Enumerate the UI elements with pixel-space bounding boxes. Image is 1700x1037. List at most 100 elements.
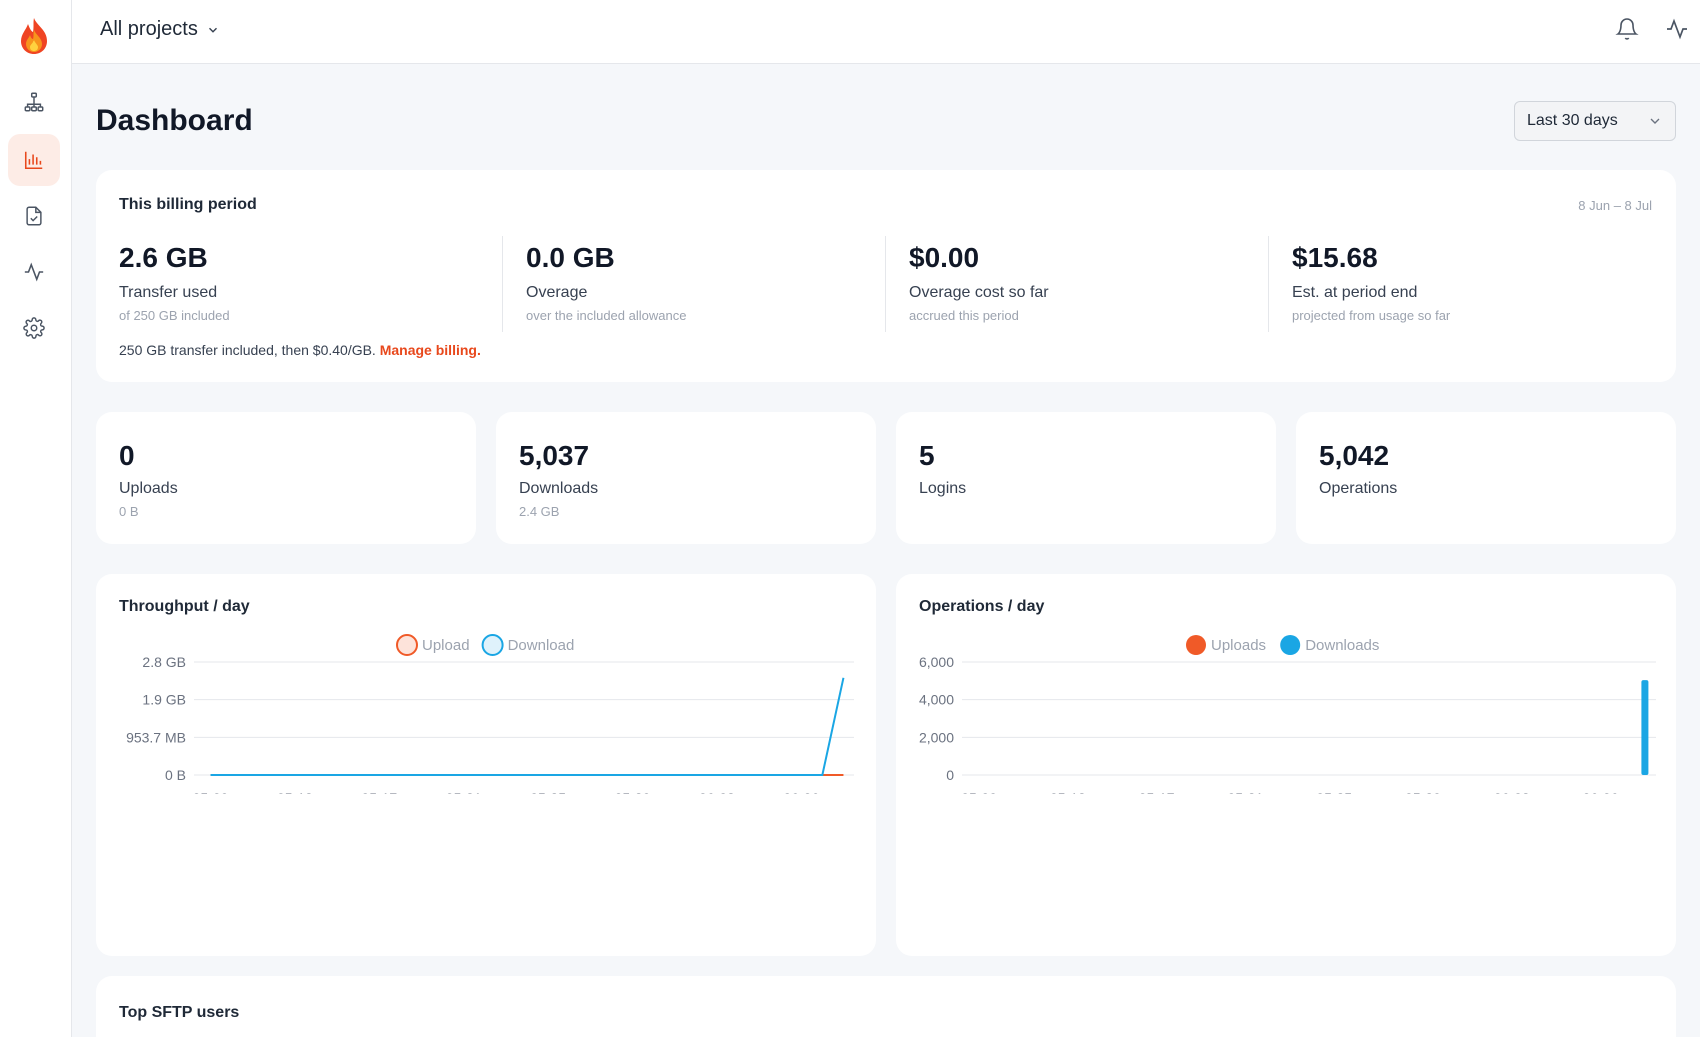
chart-title: Throughput / day [119,598,250,615]
chart-title: Operations / day [919,598,1045,615]
sidebar [0,0,72,1037]
y-tick-label: 1.9 GB [142,692,186,708]
y-tick-label: 953.7 MB [126,729,186,745]
project-selector-label: All projects [100,18,198,40]
x-tick-label: 05-21 [1228,790,1264,794]
project-selector[interactable]: All projects [100,18,220,41]
stat-label: Downloads [519,480,599,497]
operations-chart-card: Operations / day Uploads Downloads 0 2,000 4… [896,574,1676,956]
x-tick-label: 05-21 [446,790,482,794]
throughput-chart: Upload Download 0 B 953.7 MB 1.9 GB 2.8 GB 05-… [126,634,854,794]
x-tick-label: 05-13 [1050,790,1086,794]
stat-sub: 0 B [119,504,139,519]
x-tick-label: 05-29 [1405,790,1441,794]
gear-icon [23,317,45,339]
legend-marker [481,634,504,656]
stat-value: 0 [119,440,135,471]
top-users-card: Top SFTP users [96,976,1676,1037]
stat-label: Overage cost so far [909,284,1049,301]
sidebar-item-dashboard[interactable] [8,134,60,186]
stat-value: 2.6 GB [119,242,208,273]
y-tick-label: 2,000 [919,729,954,745]
legend-marker [1186,635,1206,655]
y-tick-label: 4,000 [919,692,954,708]
date-range-value: Last 30 days [1527,112,1618,129]
legend-label: Upload [422,637,470,654]
chevron-down-icon [208,27,217,33]
file-check-icon [26,206,42,226]
sidebar-item-activity[interactable] [8,246,60,298]
stat-label: Logins [919,480,967,497]
stat-overage: 0.0 GB Overage over the included allowan… [502,236,885,332]
top-users-title: Top SFTP users [119,1004,240,1021]
sidebar-item-settings[interactable] [8,302,60,354]
stat-value: 5,037 [519,440,590,471]
billing-title: This billing period [119,196,257,213]
stat-value: 5,042 [1319,440,1390,471]
operations-chart: Uploads Downloads 0 2,000 4,000 6,000 05-09 05-… [919,635,1656,794]
legend-label: Downloads [1305,637,1379,654]
y-tick-label: 2.8 GB [142,654,186,670]
x-tick-label: 05-25 [1316,790,1352,794]
y-tick-label: 0 B [165,767,186,783]
activity-icon [24,262,44,282]
notifications-button[interactable] [1612,14,1642,44]
legend-marker [1280,635,1301,655]
bell-icon [1615,18,1639,40]
x-tick-label: 05-17 [361,790,397,794]
legend-label: Download [508,637,575,654]
stat-estimate: $15.68 Est. at period end projected from… [1268,236,1648,332]
manage-billing-link[interactable]: Manage billing. [379,342,481,358]
stat-label: Uploads [119,480,178,497]
sitemap-icon [24,92,44,112]
date-range-select[interactable]: Last 30 days [1514,101,1676,141]
billing-period: 8 Jun – 8 Jul [1578,198,1652,213]
x-tick-label: 06-06 [783,790,819,794]
bar-downloads [1641,680,1649,775]
stat-sub: over the included allowance [526,308,687,323]
x-tick-label: 05-29 [615,790,651,794]
bar-chart-icon [24,151,43,170]
y-tick-label: 6,000 [919,654,954,670]
billing-note-text: 250 GB transfer included, then $0.40/GB. [119,342,376,358]
legend-label: Uploads [1211,637,1266,654]
billing-note: 250 GB transfer included, then $0.40/GB.… [119,342,481,358]
billing-card: This billing period 8 Jun – 8 Jul 2.6 GB… [96,170,1676,382]
x-tick-label: 06-02 [699,790,735,794]
topbar: All projects [72,0,1700,64]
uploads-card: 0 Uploads 0 B [96,412,476,544]
stat-label: Overage [526,284,588,301]
page-title: Dashboard [96,104,253,137]
stat-value: 5 [919,440,935,471]
stat-value: $0.00 [909,242,980,273]
chevron-down-icon [1650,118,1660,124]
stat-sub: 2.4 GB [519,504,560,519]
stat-sub: accrued this period [909,308,1019,323]
activity-button[interactable] [1662,14,1692,44]
series-line-download [210,677,845,776]
y-tick-label: 0 [946,767,954,783]
stat-label: Transfer used [119,284,218,301]
x-tick-label: 05-17 [1139,790,1175,794]
x-tick-label: 05-09 [961,790,997,794]
sidebar-item-files[interactable] [8,190,60,242]
downloads-card: 5,037 Downloads 2.4 GB [496,412,876,544]
stat-label: Est. at period end [1292,284,1418,301]
activity-icon [1667,18,1687,40]
x-tick-label: 06-02 [1494,790,1530,794]
flame-logo-icon[interactable] [17,16,51,56]
operations-card: 5,042 Operations [1296,412,1676,544]
stat-value: $15.68 [1292,242,1378,273]
stat-sub: projected from usage so far [1292,308,1451,323]
throughput-chart-card: Throughput / day Upload Download 0 B 953.7 … [96,574,876,956]
x-tick-label: 05-13 [277,790,313,794]
stat-label: Operations [1319,480,1398,497]
stat-value: 0.0 GB [526,242,615,273]
x-tick-label: 05-25 [530,790,566,794]
stat-overage-cost: $0.00 Overage cost so far accrued this p… [885,236,1268,332]
sidebar-item-projects[interactable] [8,76,60,128]
x-tick-label: 05-09 [193,790,229,794]
stat-transfer-used: 2.6 GB Transfer used of 250 GB included [96,236,502,332]
x-tick-label: 06-06 [1583,790,1619,794]
legend-marker [396,634,418,656]
